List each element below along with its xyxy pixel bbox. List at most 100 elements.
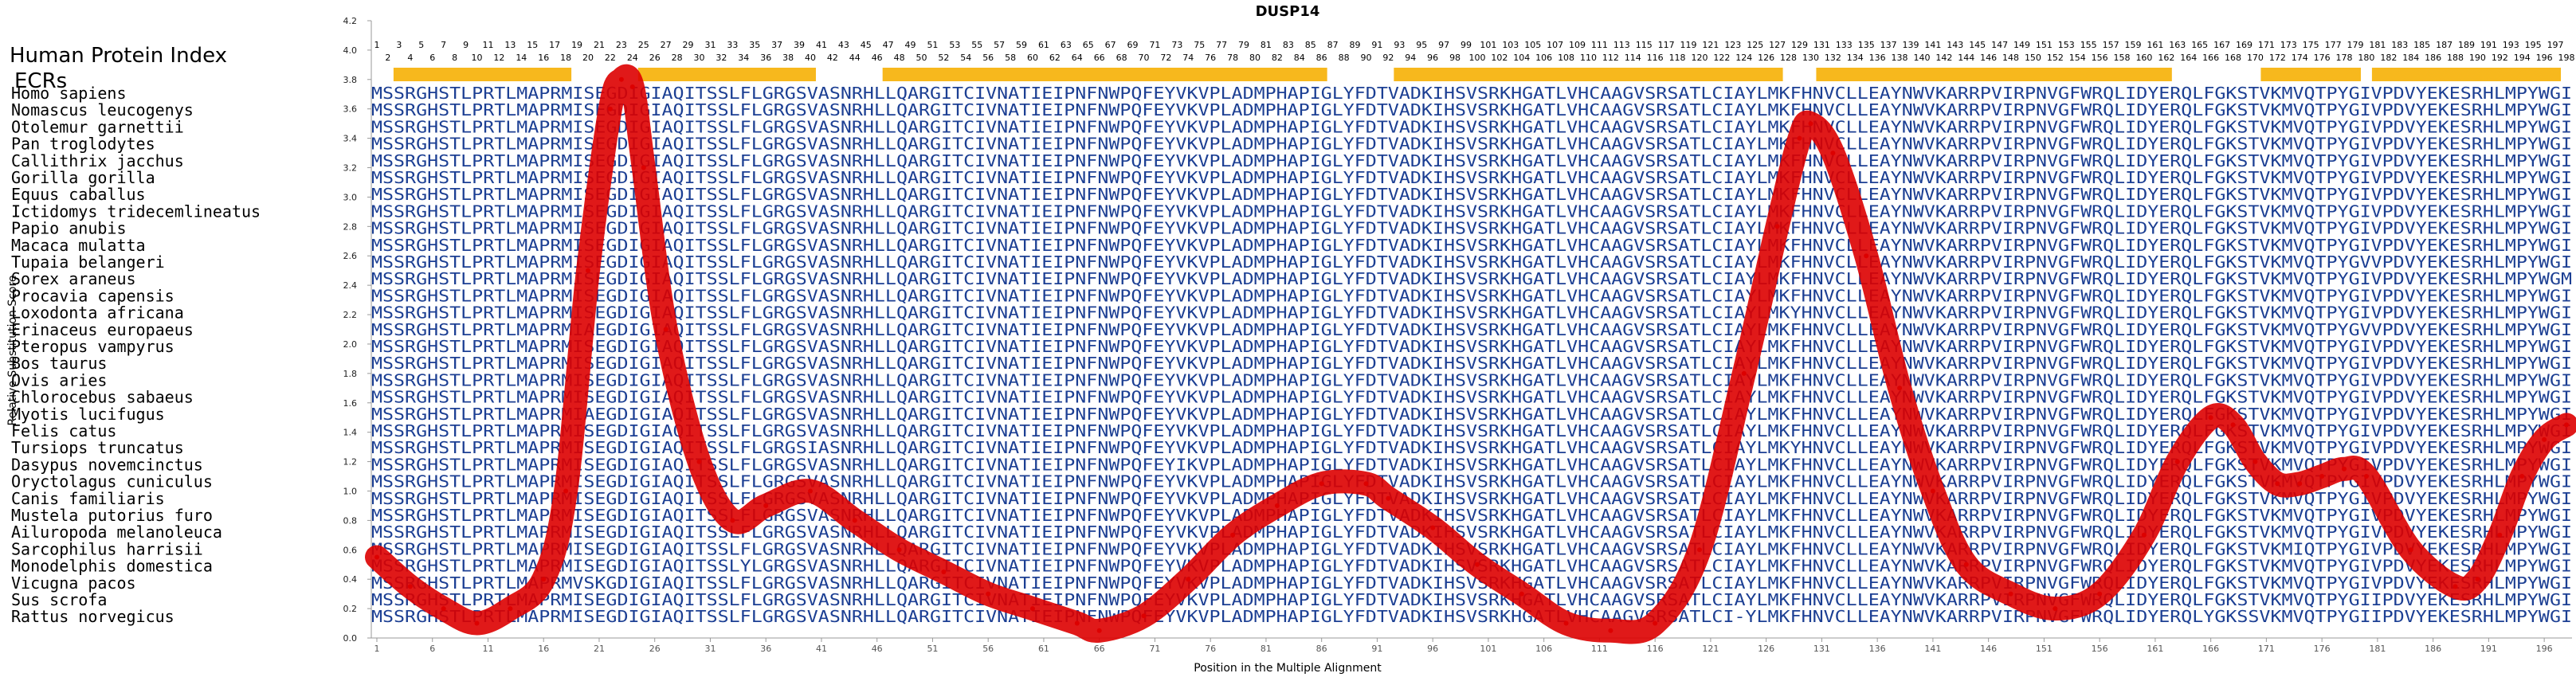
species-label: Felis catus <box>11 421 116 440</box>
human-index-tick: 52 <box>938 53 949 63</box>
score-point <box>1808 121 1813 127</box>
human-index-tick: 61 <box>1038 40 1049 50</box>
human-index-tick: 190 <box>2469 53 2486 63</box>
human-index-tick: 179 <box>2347 40 2363 50</box>
human-index-tick: 128 <box>1780 53 1797 63</box>
y-tick-label: 2.8 <box>343 221 358 232</box>
human-index-tick: 155 <box>2080 40 2097 50</box>
human-index-tick: 7 <box>441 40 446 50</box>
human-index-tick: 17 <box>549 40 560 50</box>
score-point <box>2542 436 2547 442</box>
score-point <box>1741 370 1747 376</box>
sequence-row: MSSRGHSTLPRTLMAPRMISEGDIGIAQITSSLFLGRGSV… <box>371 489 2572 508</box>
human-index-tick: 165 <box>2191 40 2208 50</box>
x-tick-label: 146 <box>1980 644 1997 654</box>
y-tick-label: 2.2 <box>343 310 358 320</box>
y-tick-label: 1.0 <box>343 486 358 496</box>
y-axis-label: Relative Substitution Score <box>6 275 19 425</box>
y-tick-label: 2.4 <box>343 280 358 291</box>
score-point <box>896 547 902 553</box>
score-point <box>607 106 613 112</box>
human-index-tick: 175 <box>2303 40 2319 50</box>
y-tick-label: 0.4 <box>343 574 358 585</box>
ecr-bar <box>2371 68 2562 81</box>
human-index-tick: 51 <box>927 40 938 50</box>
y-tick-label: 0.0 <box>343 633 358 644</box>
species-label: Loxodonta africana <box>11 303 184 323</box>
score-point <box>1963 562 1969 567</box>
human-index-tick: 176 <box>2314 53 2331 63</box>
human-index-tick: 89 <box>1350 40 1361 50</box>
human-index-tick: 132 <box>1825 53 1841 63</box>
sequence-row: MSSRGHSTLPRTLMAPRMISEGDIGIAQITSSLFLGRGSV… <box>371 286 2572 305</box>
human-index-ticks: 1234567891011121314151617181920212223242… <box>374 40 2574 63</box>
score-point <box>1030 606 1035 612</box>
score-point <box>641 165 646 170</box>
species-label: Erinaceus europaeus <box>11 320 194 339</box>
sequence-row: MSSRGHSTLPRTLMAPRMISEGDIGIAQITSSLFLGRGSV… <box>371 202 2572 221</box>
score-point <box>1864 253 1869 259</box>
x-tick-label: 51 <box>927 644 938 654</box>
human-index-tick: 40 <box>805 53 816 63</box>
human-index-tick: 157 <box>2103 40 2119 50</box>
human-index-tick: 87 <box>1327 40 1339 50</box>
score-point <box>1141 613 1147 619</box>
score-point <box>541 577 547 582</box>
human-index-tick: 4 <box>407 53 413 63</box>
score-point <box>374 554 379 560</box>
x-tick-label: 66 <box>1094 644 1105 654</box>
human-index-tick: 105 <box>1524 40 1541 50</box>
human-index-tick: 133 <box>1836 40 1853 50</box>
human-index-tick: 189 <box>2458 40 2475 50</box>
human-index-tick: 162 <box>2158 53 2174 63</box>
score-point <box>941 569 947 574</box>
score-series <box>365 64 2576 644</box>
human-index-tick: 115 <box>1636 40 1653 50</box>
x-tick-label: 166 <box>2202 644 2219 654</box>
human-index-tick: 134 <box>1847 53 1864 63</box>
sequence-row: MSSRGHSTLPRTLMAPRMISEGDIGIAQITSSLFLGRGSV… <box>371 117 2572 136</box>
score-point <box>563 488 569 494</box>
human-index-tick: 54 <box>960 53 971 63</box>
human-index-tick: 131 <box>1813 40 1830 50</box>
human-index-tick: 27 <box>661 40 672 50</box>
x-tick-label: 191 <box>2480 644 2497 654</box>
human-index-tick: 36 <box>760 53 771 63</box>
score-point <box>2319 474 2325 479</box>
sequence-row: MSSRGHSTLPRTLMAPRMISEGDIGIAQITSSLFLGRGSV… <box>371 337 2572 356</box>
score-point <box>1274 503 1280 508</box>
human-index-tick: 20 <box>582 53 594 63</box>
human-index-tick: 46 <box>872 53 883 63</box>
sequence-row: MSSRGHSTLPRTLMAPRMISEGDIGIAQITSSLFLGRGSV… <box>371 388 2572 407</box>
score-point <box>1608 628 1613 633</box>
y-ticks: 0.0 0.2 0.4 0.6 0.8 1.0 1.2 1.4 1.6 1.8 2.0 2.2 2.4 2… <box>343 16 371 644</box>
score-point <box>1363 481 1369 487</box>
human-index-tick: 159 <box>2124 40 2141 50</box>
species-label: Canis familiaris <box>11 489 165 508</box>
human-index-tick: 6 <box>429 53 435 63</box>
species-label: Sorex araneus <box>11 269 136 288</box>
human-index-tick: 101 <box>1480 40 1496 50</box>
y-tick-label: 2.6 <box>343 251 358 261</box>
human-index-tick: 80 <box>1249 53 1261 63</box>
species-label: Monodelphis domestica <box>11 557 213 576</box>
y-tick-label: 4.0 <box>343 45 358 56</box>
human-index-tick: 142 <box>1935 53 1952 63</box>
human-index-tick: 69 <box>1127 40 1139 50</box>
human-index-tick: 187 <box>2436 40 2452 50</box>
x-tick-label: 81 <box>1261 644 1272 654</box>
ecr-bar <box>393 68 572 81</box>
human-index-tick: 53 <box>949 40 960 50</box>
human-index-tick: 192 <box>2492 53 2508 63</box>
human-index-tick: 156 <box>2092 53 2108 63</box>
y-tick-label: 1.8 <box>343 369 358 379</box>
species-label: Ovis aries <box>11 370 107 389</box>
human-index-tick: 96 <box>1427 53 1438 63</box>
score-point <box>1697 547 1702 553</box>
x-tick-label: 76 <box>1205 644 1216 654</box>
alignment-sequences: MSSRGHSTLPRTLMAPRMISEGDIGIAQITSSLFLGRGSV… <box>371 84 2572 626</box>
sequence-row: MSSRGHSTLPRTLMAPRMISEGDIGIAQITSSLFLGRGSV… <box>371 185 2572 204</box>
human-index-tick: 99 <box>1461 40 1472 50</box>
human-index-tick: 62 <box>1049 53 1061 63</box>
